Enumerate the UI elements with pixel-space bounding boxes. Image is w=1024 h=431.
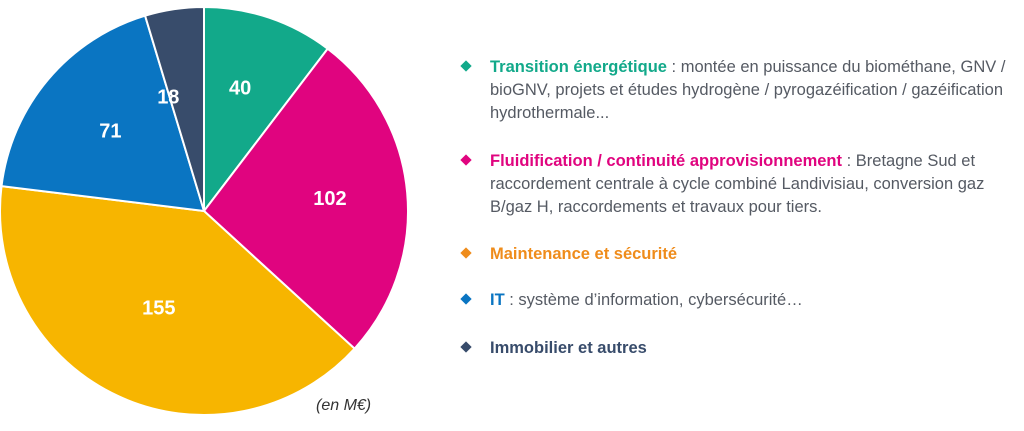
- diamond-bullet-icon: [460, 247, 472, 259]
- legend-name: Fluidification / continuité approvisionn…: [490, 152, 843, 170]
- slice-value-label: 71: [99, 120, 121, 142]
- legend-item-immobilier: Immobilier et autres: [460, 337, 1018, 360]
- diamond-bullet-icon: [460, 293, 472, 305]
- slice-value-label: 155: [142, 297, 175, 319]
- legend-description: : montée en puissance du biométhane, GNV…: [490, 58, 1006, 122]
- legend-item-transition: Transition énergétique : montée en puiss…: [460, 56, 1018, 125]
- legend-item-it: IT : système d’information, cybersécurit…: [460, 289, 1018, 312]
- pie-slice: [202, 47, 409, 351]
- slice-value-label: 18: [157, 86, 179, 108]
- legend-text: IT : système d’information, cybersécurit…: [490, 289, 1018, 312]
- pie-slice: [0, 185, 356, 416]
- pie-chart: 40 102 155 71 18: [0, 5, 409, 416]
- pie-slice: [143, 5, 205, 212]
- slice-value-label: 40: [229, 78, 251, 100]
- legend-name: Maintenance et sécurité: [490, 245, 678, 263]
- legend-text: Fluidification / continuité approvisionn…: [490, 150, 1018, 219]
- legend-text: Immobilier et autres: [490, 337, 1018, 360]
- diamond-bullet-icon: [460, 341, 472, 353]
- legend-text: Maintenance et sécurité: [490, 243, 1018, 266]
- legend-item-fluidification: Fluidification / continuité approvisionn…: [460, 150, 1018, 219]
- legend-description: : Bretagne Sud et raccordement centrale …: [490, 152, 985, 216]
- diamond-bullet-icon: [460, 60, 472, 72]
- unit-note: (en M€): [316, 397, 372, 414]
- diamond-bullet-icon: [460, 154, 472, 166]
- pie-slice: [203, 5, 330, 214]
- legend-name: Immobilier et autres: [490, 339, 647, 357]
- legend-name: IT: [490, 291, 505, 309]
- pie-slice: [0, 14, 206, 213]
- legend-name: Transition énergétique: [490, 58, 667, 76]
- legend-item-maintenance: Maintenance et sécurité: [460, 243, 1018, 266]
- legend-description: : système d’information, cybersécurité…: [504, 291, 803, 309]
- legend-text: Transition énergétique : montée en puiss…: [490, 56, 1018, 125]
- slice-value-label: 102: [313, 188, 346, 210]
